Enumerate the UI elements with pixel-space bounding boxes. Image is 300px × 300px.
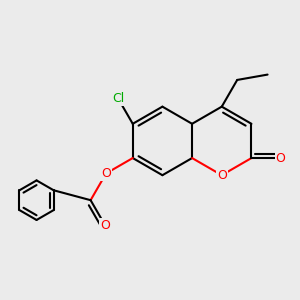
- Text: O: O: [217, 169, 227, 182]
- Text: O: O: [101, 167, 111, 180]
- Text: O: O: [100, 219, 110, 232]
- Text: O: O: [276, 152, 286, 165]
- Text: Cl: Cl: [112, 92, 124, 105]
